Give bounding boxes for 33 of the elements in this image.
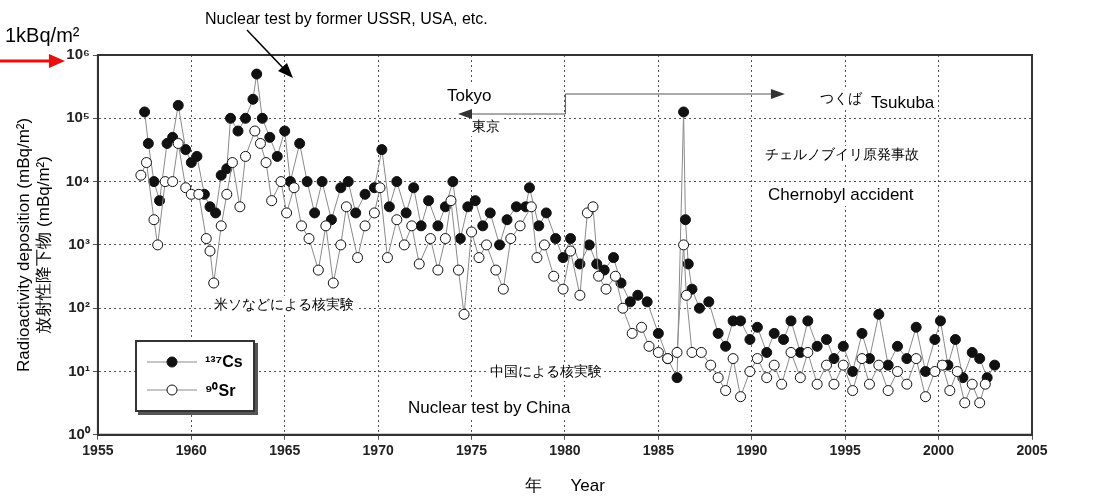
- x-tick-label: 1990: [736, 442, 768, 459]
- x-tick-label: 1995: [829, 442, 861, 459]
- x-tick-label: 1975: [455, 442, 488, 459]
- y-tick-label: 10⁵: [66, 108, 90, 126]
- x-tick-label: 2005: [1016, 442, 1048, 459]
- y-tick-label: 10⁶: [66, 45, 90, 63]
- annotation: Chernobyl accident: [768, 184, 914, 204]
- x-tick-label: 1960: [175, 442, 208, 459]
- annotation: Tsukuba: [871, 92, 935, 112]
- x-tick-label: 1985: [642, 442, 675, 459]
- text: Nuclear test by former USSR, USA, etc.: [205, 10, 488, 28]
- x-axis-title: 年 Year: [525, 476, 606, 496]
- legend-label: ¹³⁷Cs: [204, 352, 243, 371]
- x-tick-label: 1965: [269, 442, 301, 459]
- y-tick-label: 10³: [68, 235, 90, 253]
- x-tick-label: 1955: [82, 442, 114, 459]
- x-tick-label: 2000: [923, 442, 955, 459]
- annotation: Tokyo: [447, 85, 492, 105]
- annotation: 東京: [472, 117, 500, 134]
- legend-label: ⁹⁰Sr: [204, 380, 236, 401]
- x-tick-label: 1980: [549, 442, 581, 459]
- y-tick-label: 10⁰: [68, 424, 91, 442]
- annotation: 米ソなどによる核実験: [214, 295, 354, 312]
- annotation: つくば: [820, 89, 863, 106]
- annotation: Nuclear test by China: [408, 397, 572, 417]
- annotation: チェルノブイリ原発事故: [765, 145, 919, 162]
- text: 1kBq/m²: [5, 23, 80, 46]
- y-tick-label: 10⁴: [65, 171, 90, 189]
- y-tick-label: 10¹: [68, 361, 90, 379]
- annotation: 中国による核実験: [490, 362, 602, 379]
- y-tick-label: 10²: [68, 298, 90, 316]
- x-tick-label: 1970: [362, 442, 394, 459]
- y-axis-title: Radioactivity deposition (mBq/m²) 放射性降下物 (mBq/m²): [13, 117, 54, 372]
